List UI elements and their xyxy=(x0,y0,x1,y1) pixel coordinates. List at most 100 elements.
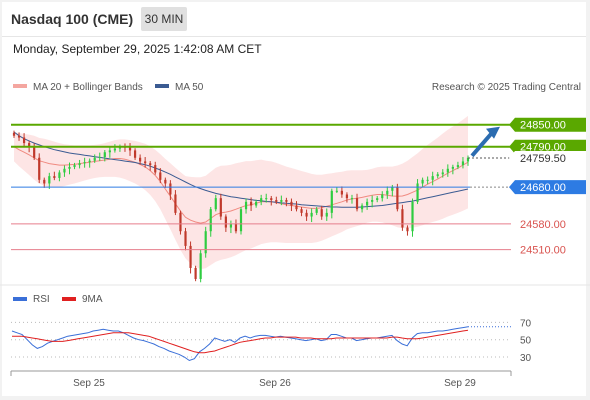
candle xyxy=(184,227,187,251)
level-label: 24580.00 xyxy=(520,219,566,231)
candle-body xyxy=(144,161,147,164)
candle xyxy=(249,197,253,212)
ma20-legend-swatch xyxy=(13,84,27,88)
candle-body xyxy=(88,160,91,163)
candle-body xyxy=(224,216,227,228)
candle xyxy=(88,158,91,168)
candle xyxy=(234,219,238,234)
candle-body xyxy=(128,147,132,151)
candle xyxy=(340,186,343,198)
candle xyxy=(103,150,106,162)
candle-body xyxy=(366,201,369,206)
candle xyxy=(396,183,399,212)
candle xyxy=(53,171,56,181)
candle-body xyxy=(355,198,359,210)
candle xyxy=(133,148,137,160)
candle-body xyxy=(33,146,36,158)
candle xyxy=(113,144,116,153)
candle-body xyxy=(411,201,414,232)
candle xyxy=(48,172,51,189)
candle xyxy=(325,208,328,221)
candle-body xyxy=(219,198,222,217)
candle xyxy=(441,169,444,178)
candle-body xyxy=(53,176,56,178)
candle-body xyxy=(17,135,21,138)
candle-body xyxy=(194,267,197,279)
candle xyxy=(164,177,167,188)
candle-body xyxy=(325,212,328,217)
rsi-ma-legend-swatch xyxy=(62,297,76,301)
candle-body xyxy=(68,166,71,169)
candle-body xyxy=(335,190,338,192)
candle-body xyxy=(78,163,81,166)
candle xyxy=(451,164,454,175)
bollinger-band xyxy=(14,115,468,270)
candle-body xyxy=(300,209,303,213)
candle xyxy=(466,155,470,166)
candle-body xyxy=(270,198,273,200)
candle-body xyxy=(83,162,86,164)
candle-body xyxy=(139,157,142,162)
header-bar: Nasdaq 100 (CME) 30 MIN xyxy=(2,2,586,37)
candle xyxy=(426,176,429,185)
candle xyxy=(144,157,147,168)
candle xyxy=(199,249,202,283)
candle-body xyxy=(199,253,202,279)
timestamp: Monday, September 29, 2025 1:42:08 AM CE… xyxy=(13,42,262,56)
candle-body xyxy=(174,194,177,213)
rsi-legend-swatch xyxy=(13,297,27,301)
candle-body xyxy=(461,161,465,166)
candle-body xyxy=(381,194,384,199)
candle xyxy=(38,153,41,184)
x-tick-label: Sep 29 xyxy=(444,378,476,389)
candle-body xyxy=(295,205,298,210)
candle xyxy=(204,226,207,258)
candle xyxy=(22,133,26,148)
candle-body xyxy=(204,231,207,254)
candle-body xyxy=(169,183,172,195)
candle-body xyxy=(386,190,389,195)
candle xyxy=(73,162,76,170)
candle-body xyxy=(421,179,424,184)
credit-text: Research © 2025 Trading Central xyxy=(432,82,581,93)
candle xyxy=(139,154,142,165)
candle xyxy=(360,203,364,213)
candle xyxy=(386,186,389,199)
candle xyxy=(255,199,258,208)
candle xyxy=(179,210,182,235)
candle-body xyxy=(451,166,454,169)
ma20-legend-label: MA 20 + Bollinger Bands xyxy=(33,82,143,93)
candle xyxy=(244,198,248,214)
candle-body xyxy=(164,179,167,184)
candle-body xyxy=(244,201,248,210)
candle-body xyxy=(330,190,333,213)
candle-body xyxy=(58,172,61,178)
forecast-arrow-head xyxy=(486,126,500,139)
candle-body xyxy=(371,200,374,202)
candle xyxy=(128,143,132,156)
candle xyxy=(315,206,318,216)
timeframe-button[interactable]: 30 MIN xyxy=(141,7,187,31)
candle xyxy=(355,193,359,212)
candle xyxy=(189,241,192,274)
candle xyxy=(345,192,349,203)
candle-body xyxy=(149,163,152,166)
level-label: 24850.00 xyxy=(520,120,566,132)
candle-body xyxy=(159,172,162,180)
ma50-line xyxy=(13,131,469,208)
x-tick-label: Sep 26 xyxy=(259,378,291,389)
candle xyxy=(63,165,66,177)
candle xyxy=(169,180,172,200)
candle-body xyxy=(98,157,101,159)
candle-body xyxy=(255,201,258,206)
candle-body xyxy=(239,209,243,232)
candle xyxy=(58,170,61,182)
candle xyxy=(78,159,81,169)
candle xyxy=(68,162,71,175)
ma50-legend-label: MA 50 xyxy=(175,82,204,93)
candle-body xyxy=(446,168,449,173)
candle xyxy=(310,208,313,223)
rsi-tick-label: 50 xyxy=(520,336,532,347)
candle-body xyxy=(426,179,429,181)
